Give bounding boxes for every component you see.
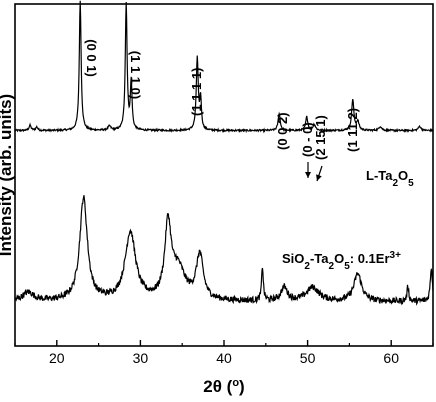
peak-label-5: (2 15 1): [313, 115, 328, 160]
peak-annotations: (0 0 1) (1 1 1 0) (1 1 1 1)(0 0 2) (0 - 0)(…: [84, 39, 360, 182]
series-label-sio2-ta2o5: SiO2-Ta2O5: 0.1Er3+: [282, 250, 401, 272]
peak-label-0: (0 0 1): [84, 39, 99, 77]
series-line-0: [14, 0, 434, 134]
annotation-arrow-head-0: [305, 172, 311, 178]
x-axis-title-sup: o: [232, 377, 239, 389]
x-tick-label-60: 60: [383, 350, 399, 366]
annotation-arrow-head-1: [316, 174, 322, 181]
peak-label-3: (0 0 2): [275, 112, 290, 150]
sio2-part-1: SiO: [282, 251, 304, 266]
sio2-part-4: 2: [329, 261, 335, 272]
series-layer: [14, 0, 434, 306]
sio2-part-6: 5: [344, 261, 350, 272]
x-tick-label-20: 20: [49, 350, 65, 366]
x-axis-title-main: 2θ (: [203, 377, 232, 396]
sio2-part-3: -Ta: [310, 251, 329, 266]
x-axis-title: 2θ (o): [203, 377, 244, 396]
l-ta2o5-part-2: 2: [392, 178, 398, 189]
y-axis-title: Intensity (arb. units): [0, 94, 15, 256]
series-line-1: [14, 195, 434, 306]
sio2-part-2: 2: [304, 261, 310, 272]
x-tick-label-50: 50: [300, 350, 316, 366]
l-ta2o5-part-1: L-Ta: [366, 168, 393, 183]
x-tick-label-40: 40: [216, 350, 232, 366]
sio2-part-8: 3+: [390, 250, 402, 261]
peak-label-2: (1 1 1 1): [189, 68, 204, 116]
peak-label-6: (1 11 2): [345, 108, 360, 152]
sio2-part-5: O: [334, 251, 344, 266]
x-tick-label-30: 30: [133, 350, 149, 366]
peak-label-1: (1 1 1 0): [128, 51, 143, 99]
x-axis-title-end: ): [239, 377, 245, 396]
peak-label-4: (0 - 0): [300, 122, 315, 157]
l-ta2o5-part-4: 5: [408, 178, 414, 189]
series-label-l-ta2o5: L-Ta2O5: [366, 168, 414, 189]
sio2-part-7: : 0.1Er: [350, 251, 390, 266]
x-axis-ticks: 20 30 40 50 60: [14, 340, 434, 366]
l-ta2o5-part-3: O: [398, 168, 408, 183]
